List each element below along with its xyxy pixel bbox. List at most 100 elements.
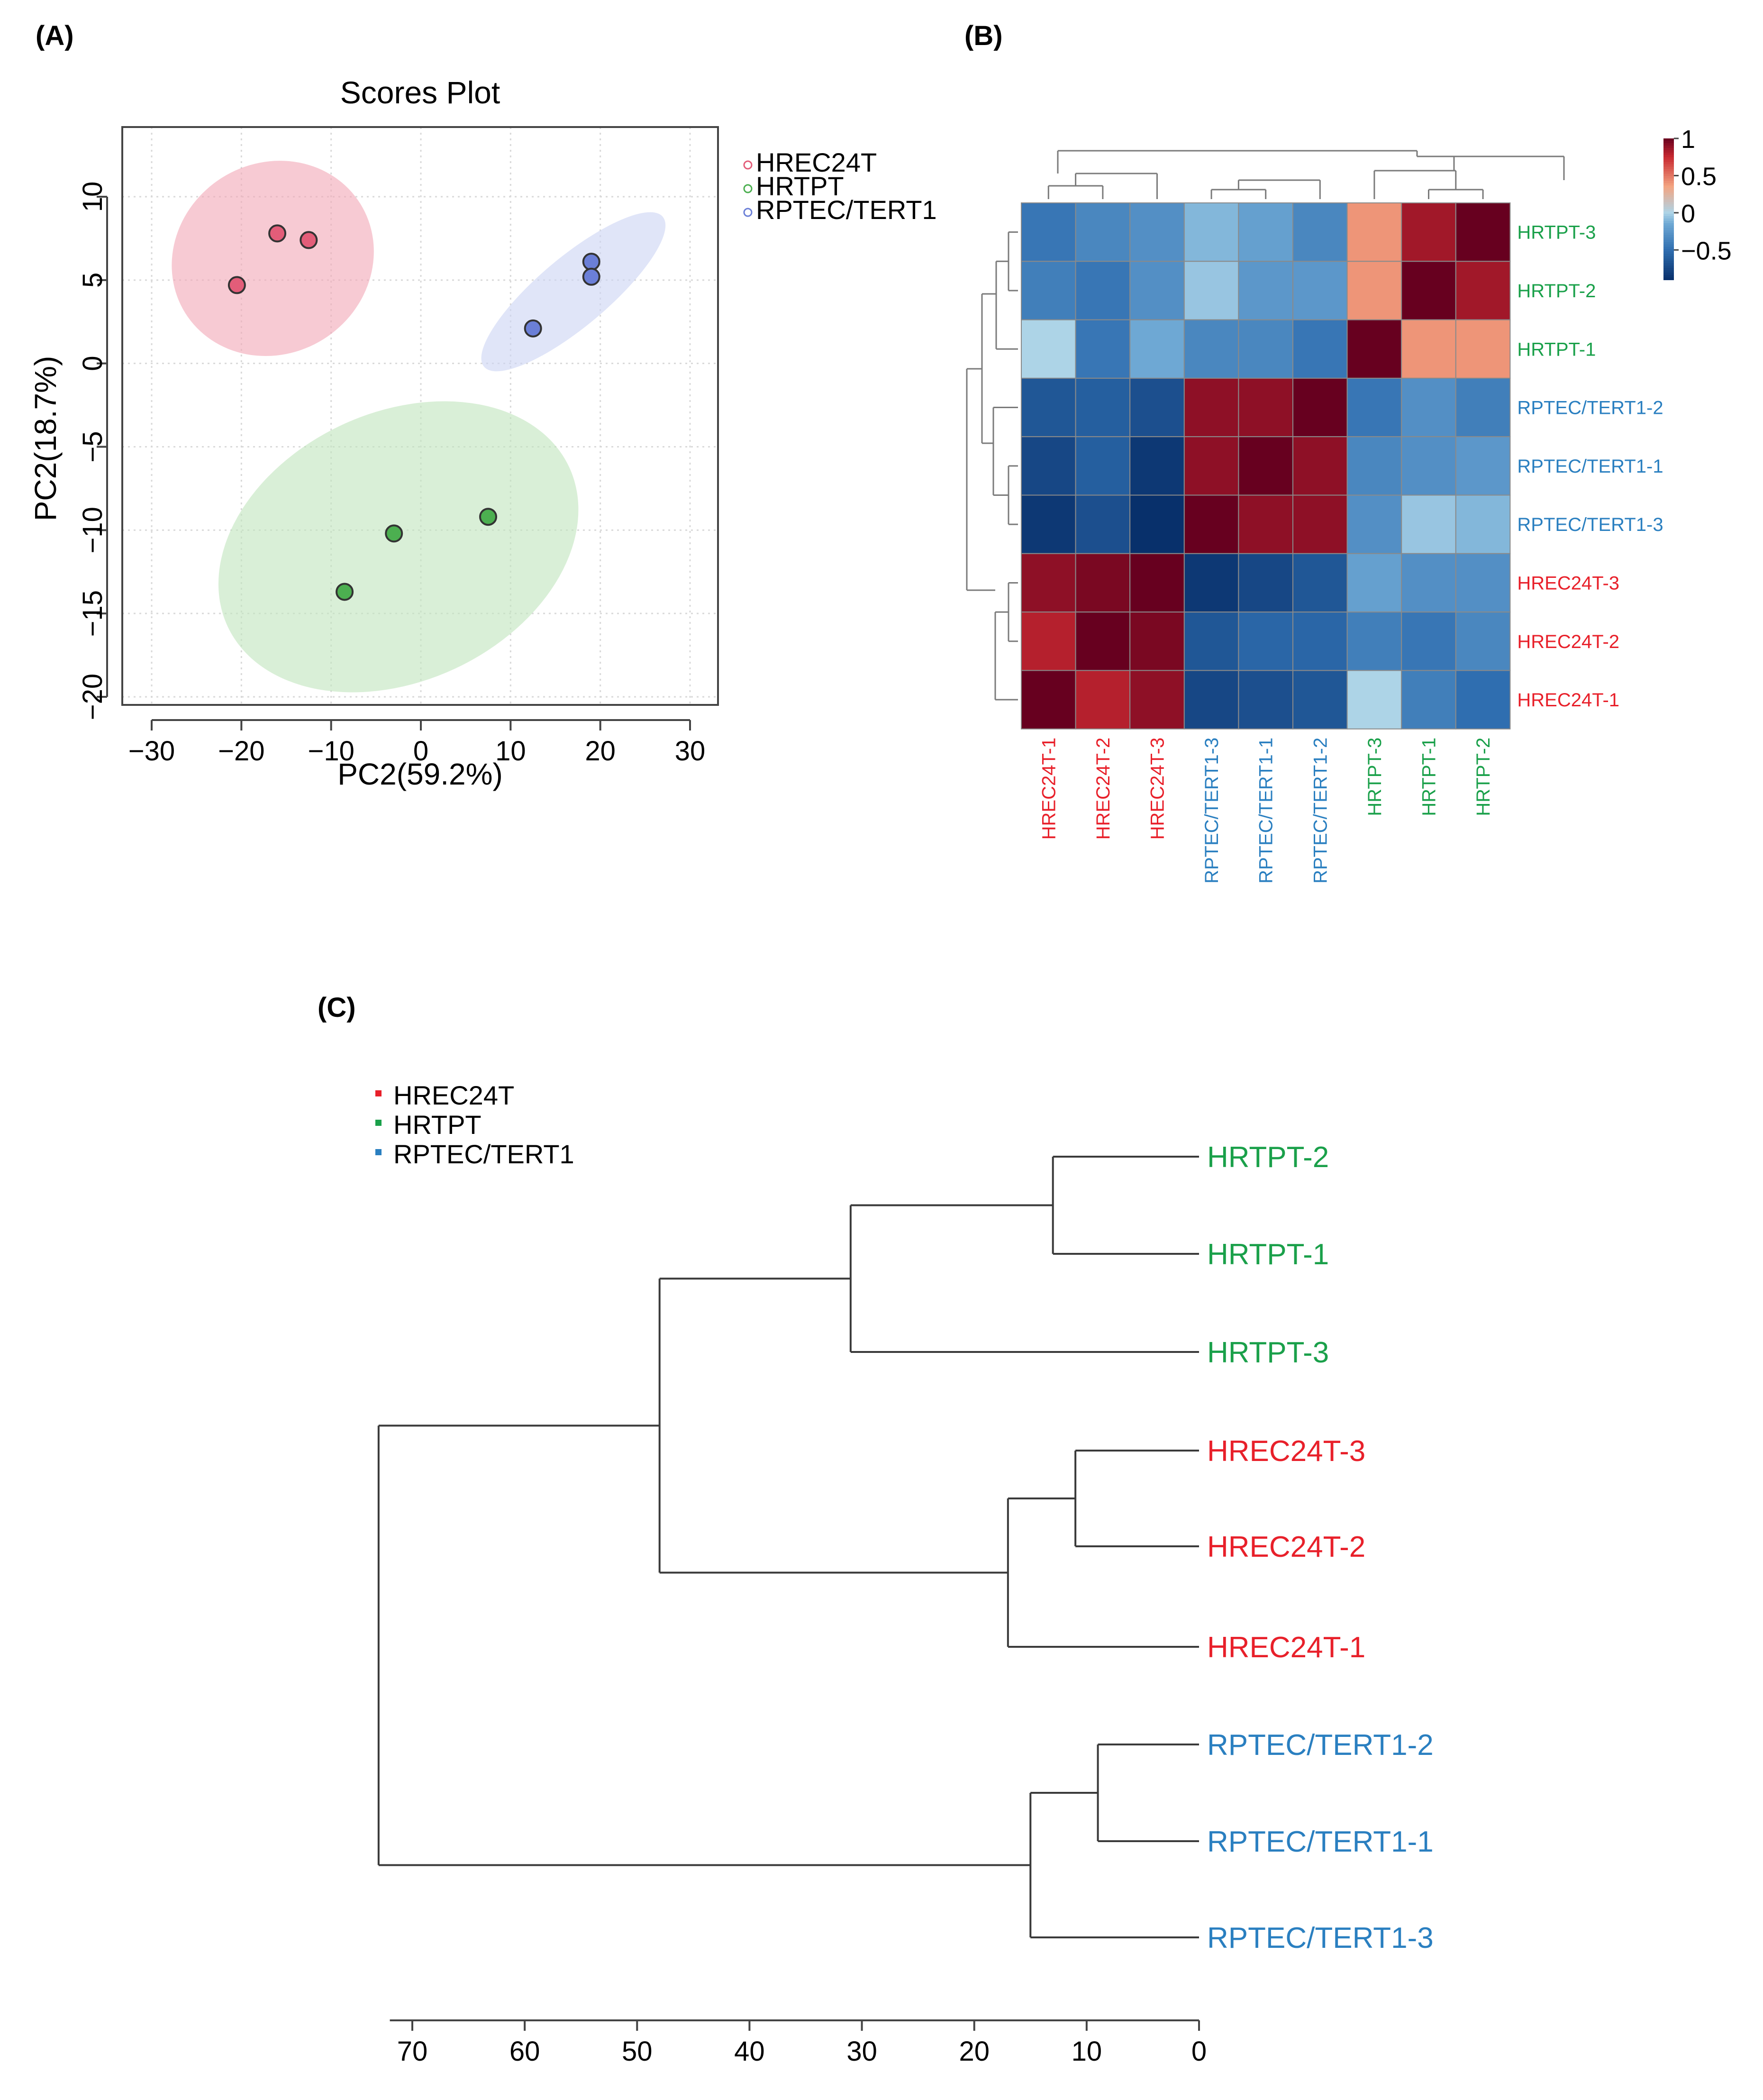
pca-point	[300, 231, 318, 249]
heatmap-cell	[1292, 553, 1348, 613]
heatmap-cell	[1455, 612, 1511, 671]
dendrogram-leaf-label: HRTPT-3	[1207, 1336, 1329, 1369]
heatmap-cell	[1238, 319, 1293, 379]
colorbar-segment	[1663, 162, 1674, 165]
heatmap-cell	[1346, 319, 1402, 379]
pca-y-tick-label: −20	[77, 674, 108, 720]
colorbar-segment	[1663, 211, 1674, 214]
heatmap-cell	[1401, 377, 1456, 438]
pca-legend-marker	[743, 184, 753, 193]
dendrogram-leaf-label: HREC24T-3	[1207, 1435, 1365, 1468]
colorbar-segment	[1663, 265, 1674, 269]
pca-point	[268, 224, 287, 243]
colorbar-segment	[1663, 152, 1674, 155]
colorbar-segment	[1663, 190, 1674, 193]
heatmap-cell	[1075, 202, 1131, 262]
colorbar-segment	[1663, 216, 1674, 219]
heatmap-cell	[1075, 494, 1131, 554]
colorbar-tick-label: 1	[1681, 125, 1695, 154]
pca-point	[582, 267, 600, 286]
heatmap-cell	[1238, 261, 1293, 320]
colorbar-segment	[1663, 197, 1674, 201]
heatmap-cell	[1183, 553, 1239, 613]
dendrogram-legend-label: RPTEC/TERT1	[393, 1139, 574, 1169]
pca-x-tick-label: 20	[585, 736, 616, 767]
colorbar-segment	[1663, 173, 1674, 177]
heatmap-cell	[1455, 670, 1511, 730]
dendrogram-leaf-label: HREC24T-2	[1207, 1531, 1365, 1563]
colorbar-segment	[1663, 150, 1674, 153]
heatmap-cell	[1455, 319, 1511, 379]
dendrogram-axis-tick-label: 70	[397, 2036, 428, 2067]
dendrogram-axis-tick-label: 0	[1191, 2036, 1207, 2067]
colorbar-segment	[1663, 138, 1674, 141]
heatmap-cell	[1238, 377, 1293, 438]
colorbar-segment	[1663, 145, 1674, 148]
heatmap-cell	[1346, 436, 1402, 496]
heatmap-cell	[1021, 377, 1076, 438]
heatmap-cell	[1346, 553, 1402, 613]
colorbar-segment	[1663, 209, 1674, 212]
colorbar-tick-label: 0.5	[1681, 162, 1717, 191]
heatmap-cell	[1075, 612, 1131, 671]
heatmap-cell	[1455, 202, 1511, 262]
pca-legend-label: HREC24T	[756, 147, 877, 177]
pca-x-tick-label: 30	[675, 736, 706, 767]
colorbar-segment	[1663, 200, 1674, 203]
colorbar-segment	[1663, 140, 1674, 144]
heatmap-cell	[1292, 494, 1348, 554]
pca-y-tick-label: −15	[77, 590, 108, 637]
colorbar-segment	[1663, 273, 1674, 276]
heatmap-cell	[1129, 612, 1185, 671]
panel-label-a: (A)	[36, 20, 74, 51]
colorbar-segment	[1663, 147, 1674, 151]
heatmap-cell	[1401, 612, 1456, 671]
heatmap-cell	[1075, 319, 1131, 379]
pca-x-tick-label: −10	[308, 736, 354, 767]
pca-title: Scores Plot	[340, 75, 500, 110]
colorbar-segment	[1663, 256, 1674, 259]
dendrogram-legend-label: HRTPT	[393, 1110, 482, 1140]
colorbar-segment	[1663, 195, 1674, 198]
heatmap-cell	[1455, 553, 1511, 613]
heatmap-row-label: RPTEC/TERT1-3	[1517, 514, 1663, 535]
heatmap-cell	[1346, 202, 1402, 262]
pca-plot-frame	[121, 126, 719, 706]
heatmap-column-label: HRTPT-2	[1473, 738, 1494, 816]
heatmap-row-label: RPTEC/TERT1-1	[1517, 456, 1663, 477]
dendrogram-leaf-label: RPTEC/TERT1-2	[1207, 1729, 1434, 1762]
dendrogram-legend-swatch	[375, 1120, 382, 1126]
heatmap-row-label: RPTEC/TERT1-2	[1517, 398, 1663, 419]
heatmap-column-label: HREC24T-2	[1093, 738, 1114, 840]
panel-label-c: (C)	[318, 992, 356, 1023]
pca-scores-plot: Scores Plot −30 −20 −10 0 10 20 30 PC2(59.2%) −20…	[28, 75, 937, 791]
heatmap-cell	[1183, 436, 1239, 496]
pca-x-axis-title: PC2(59.2%)	[337, 757, 503, 791]
heatmap-column-label: HREC24T-1	[1038, 738, 1059, 840]
colorbar-segment	[1663, 244, 1674, 247]
colorbar-segment	[1663, 204, 1674, 208]
heatmap-row-label: HRTPT-1	[1517, 339, 1596, 360]
heatmap-cell	[1401, 319, 1456, 379]
colorbar-segment	[1663, 237, 1674, 240]
colorbar-segment	[1663, 185, 1674, 189]
pca-legend-marker	[743, 160, 753, 170]
heatmap-column-label: RPTEC/TERT1-1	[1256, 738, 1277, 884]
pca-x-tick-label: −30	[128, 736, 175, 767]
pca-point	[385, 524, 403, 543]
heatmap-cell	[1183, 261, 1239, 320]
colorbar-segment	[1663, 166, 1674, 170]
colorbar-segment	[1663, 178, 1674, 182]
colorbar-segment	[1663, 164, 1674, 167]
heatmap-column-label: RPTEC/TERT1-3	[1201, 738, 1222, 884]
heatmap-cell	[1401, 670, 1456, 730]
colorbar-segment	[1663, 171, 1674, 174]
heatmap-cell	[1346, 612, 1402, 671]
panel-label-b: (B)	[964, 20, 1003, 51]
heatmap-cell	[1346, 377, 1402, 438]
heatmap-cell	[1401, 494, 1456, 554]
pca-point	[479, 508, 497, 526]
colorbar-segment	[1663, 261, 1674, 264]
heatmap-column-label: RPTEC/TERT1-2	[1310, 738, 1331, 884]
heatmap-cell	[1292, 377, 1348, 438]
